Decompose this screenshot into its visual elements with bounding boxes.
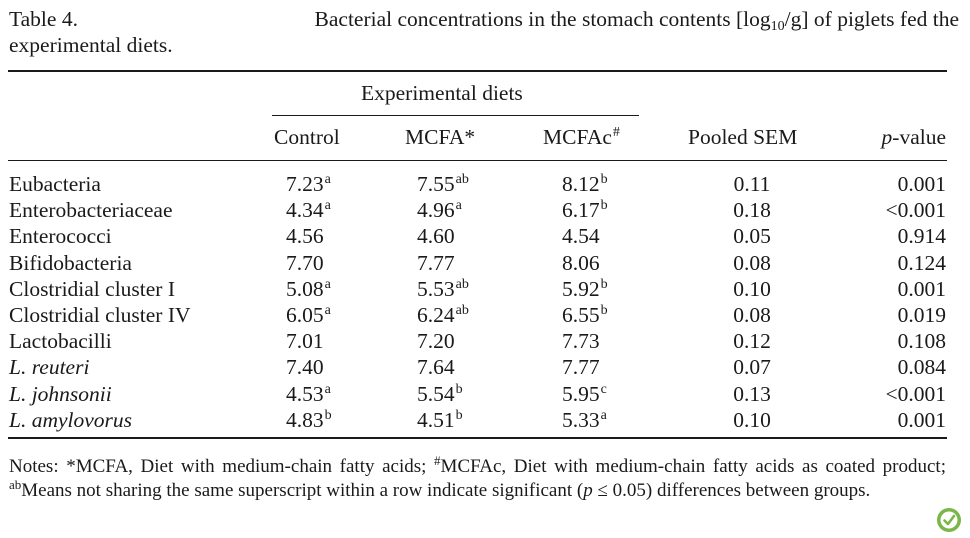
cell-p-value: 0.001 (897, 276, 946, 301)
row-label: Enterobacteriaceae (9, 198, 173, 223)
header-control: Control (274, 125, 340, 149)
cell-mcfa: 5.54b (417, 381, 463, 406)
cell-control: 4.83b (286, 407, 332, 432)
row-label: Lactobacilli (9, 329, 112, 354)
cell-p-value: 0.084 (897, 355, 946, 380)
cell-mcfac: 7.77 (562, 355, 600, 380)
cell-mcfa: 4.96a (417, 198, 462, 223)
cell-pooled-sem: 0.18 (733, 198, 771, 223)
cell-mcfac: 5.33a (562, 407, 607, 432)
table-notes: Notes: *MCFA, Diet with medium-chain fat… (9, 453, 946, 501)
cell-control: 6.05a (286, 303, 331, 327)
row-label: Bifidobacteria (9, 250, 132, 275)
cell-mcfa: 6.24ab (417, 303, 469, 327)
cell-control: 5.08a (286, 276, 331, 301)
cell-p-value: 0.914 (897, 224, 946, 249)
row-label: Clostridial cluster I (9, 276, 175, 301)
cell-pooled-sem: 0.13 (733, 381, 771, 406)
row-label: L. reuteri (9, 355, 90, 380)
caption-line2: experimental diets. (9, 33, 173, 57)
table-label: Table 4. (9, 7, 78, 31)
cell-mcfa: 4.51b (417, 407, 463, 432)
group-underline (272, 115, 639, 117)
header-pooled-sem: Pooled SEM (688, 125, 798, 149)
row-label: L. johnsonii (9, 381, 112, 406)
cell-p-value: <0.001 (885, 381, 946, 406)
cell-mcfa: 7.64 (417, 355, 455, 380)
cell-control: 7.01 (286, 329, 324, 354)
cell-p-value: <0.001 (885, 198, 946, 223)
cell-pooled-sem: 0.11 (733, 172, 771, 196)
bottom-rule (8, 437, 947, 439)
cell-p-value: 0.019 (897, 303, 946, 327)
cell-pooled-sem: 0.05 (733, 224, 771, 249)
cell-control: 4.56 (286, 224, 324, 249)
cell-mcfa: 4.60 (417, 224, 455, 249)
leaf-check-icon (937, 508, 961, 532)
cell-mcfa: 7.20 (417, 329, 455, 354)
cell-pooled-sem: 0.07 (733, 355, 771, 380)
cell-pooled-sem: 0.08 (733, 303, 771, 327)
row-label: Eubacteria (9, 172, 101, 196)
cell-pooled-sem: 0.10 (733, 276, 771, 301)
cell-mcfac: 5.92b (562, 276, 608, 301)
cell-pooled-sem: 0.12 (733, 329, 771, 354)
cell-mcfac: 6.17b (562, 198, 608, 223)
header-group-experimental-diets: Experimental diets (361, 81, 523, 105)
cell-mcfac: 7.73 (562, 329, 600, 354)
cell-pooled-sem: 0.10 (733, 407, 771, 432)
cell-pooled-sem: 0.08 (733, 250, 771, 275)
cell-control: 4.53a (286, 381, 331, 406)
cell-mcfac: 8.06 (562, 250, 600, 275)
cell-p-value: 0.108 (897, 329, 946, 354)
cell-control: 7.23a (286, 172, 331, 196)
cell-mcfa: 7.77 (417, 250, 455, 275)
cell-p-value: 0.124 (897, 250, 946, 275)
cell-mcfa: 7.55ab (417, 172, 469, 196)
cell-mcfac: 5.95c (562, 381, 607, 406)
header-p-value: p-value (881, 125, 946, 149)
row-label: Clostridial cluster IV (9, 303, 191, 327)
header-rule (8, 160, 947, 162)
cell-mcfa: 5.53ab (417, 276, 469, 301)
cell-mcfac: 8.12b (562, 172, 608, 196)
cell-mcfac: 4.54 (562, 224, 600, 249)
table-caption: Table 4. Bacterial concentrations in the… (9, 6, 959, 58)
caption-text: Bacterial concentrations in the stomach … (314, 7, 959, 34)
header-mcfac: MCFAc# (543, 125, 620, 149)
cell-control: 7.70 (286, 250, 324, 275)
cell-control: 4.34a (286, 198, 331, 223)
cell-control: 7.40 (286, 355, 324, 380)
cell-p-value: 0.001 (897, 407, 946, 432)
row-label: L. amylovorus (9, 407, 133, 432)
row-label: Enterococci (9, 224, 112, 249)
header-mcfa: MCFA* (405, 125, 476, 149)
top-rule (8, 70, 947, 72)
cell-p-value: 0.001 (897, 172, 946, 196)
cell-mcfac: 6.55b (562, 303, 608, 327)
